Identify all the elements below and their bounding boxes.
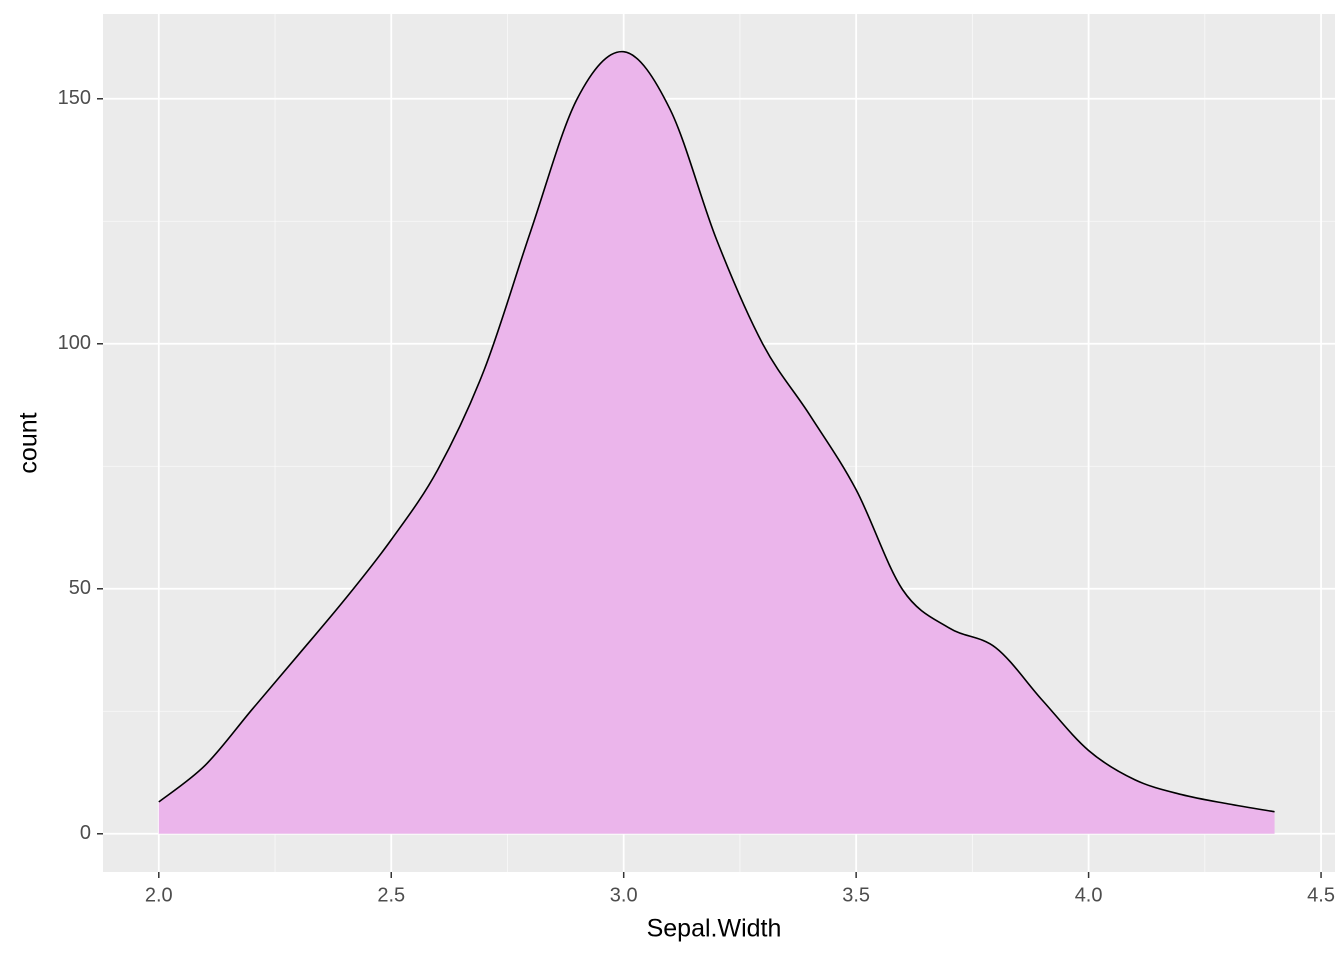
x-tick-label: 4.5 <box>1307 884 1335 906</box>
x-tick-label: 2.0 <box>145 884 173 906</box>
y-tick-label: 50 <box>69 577 91 599</box>
area-fill <box>158 51 1275 834</box>
y-tick-label: 100 <box>58 332 91 354</box>
x-tick-label: 2.5 <box>377 884 405 906</box>
y-axis-title: count <box>15 412 43 473</box>
density-line <box>158 50 1275 813</box>
x-tick-label: 3.0 <box>610 884 638 906</box>
x-tick-label: 3.5 <box>842 884 870 906</box>
x-tick-label: 4.0 <box>1075 884 1103 906</box>
y-tick-label: 150 <box>58 87 91 109</box>
y-tick-label: 0 <box>80 822 91 844</box>
x-axis-title: Sepal.Width <box>647 915 782 943</box>
